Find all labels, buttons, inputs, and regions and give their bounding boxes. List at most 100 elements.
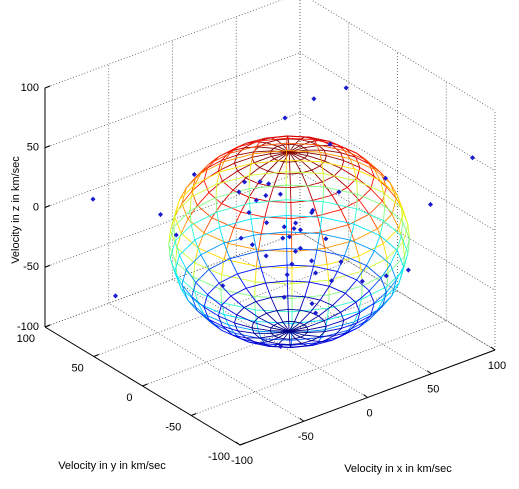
sphere-mesh bbox=[266, 136, 288, 138]
sphere-mesh bbox=[259, 147, 274, 151]
y-axis-label: Velocity in y in km/sec bbox=[58, 460, 166, 472]
tick-mark bbox=[240, 443, 245, 445]
grid-line bbox=[191, 321, 446, 416]
data-point bbox=[113, 293, 118, 298]
grid-line bbox=[300, 53, 495, 171]
tick-mark bbox=[45, 86, 50, 88]
sphere-mesh bbox=[252, 154, 271, 158]
data-point bbox=[239, 236, 244, 241]
data-point bbox=[158, 212, 163, 217]
tick-mark bbox=[143, 384, 148, 386]
sphere-mesh bbox=[387, 242, 403, 272]
data-point bbox=[264, 253, 269, 258]
tick-mark bbox=[94, 355, 99, 357]
data-point bbox=[282, 295, 287, 300]
sphere-mesh bbox=[265, 201, 291, 217]
z-tick-label: 0 bbox=[33, 201, 39, 213]
sphere-mesh bbox=[366, 266, 380, 291]
sphere-mesh bbox=[399, 211, 404, 242]
sphere-mesh bbox=[218, 306, 236, 316]
x-tick-label: 50 bbox=[427, 384, 439, 396]
tick-mark bbox=[427, 371, 431, 374]
sphere-mesh bbox=[309, 282, 329, 300]
grid-line bbox=[300, 0, 495, 111]
data-point bbox=[298, 227, 303, 232]
data-point bbox=[282, 115, 287, 120]
z-axis-label: Velocity in z in km/sec bbox=[10, 156, 22, 264]
sphere-mesh bbox=[249, 183, 274, 197]
grid-line bbox=[45, 53, 300, 148]
data-point bbox=[311, 96, 316, 101]
x-tick-label: -50 bbox=[298, 431, 314, 443]
sphere-mesh bbox=[181, 289, 198, 304]
sphere-mesh bbox=[228, 228, 261, 244]
x-axis-label: Velocity in x in km/sec bbox=[344, 463, 452, 475]
z-tick-label: -100 bbox=[17, 321, 39, 333]
tick-mark bbox=[45, 146, 50, 148]
data-point bbox=[406, 267, 411, 272]
sphere-mesh bbox=[256, 298, 277, 311]
sphere-mesh bbox=[204, 295, 221, 307]
grid-line bbox=[143, 291, 398, 386]
data-point bbox=[90, 197, 95, 202]
sphere-mesh bbox=[179, 188, 186, 204]
data-point bbox=[285, 272, 290, 277]
sphere-mesh bbox=[354, 224, 380, 250]
sphere-mesh bbox=[252, 322, 271, 328]
data-point bbox=[263, 193, 268, 198]
tick-mark bbox=[364, 395, 368, 398]
sphere-mesh bbox=[191, 184, 217, 197]
sphere-mesh bbox=[329, 286, 345, 305]
sphere-mesh bbox=[217, 203, 251, 219]
x-tick-label: 0 bbox=[366, 407, 372, 419]
data-point bbox=[242, 179, 247, 184]
sphere-mesh bbox=[198, 233, 228, 248]
y-tick-label: -100 bbox=[208, 451, 230, 463]
tick-mark bbox=[491, 347, 495, 350]
data-point bbox=[291, 226, 296, 231]
sphere-mesh bbox=[175, 225, 195, 241]
data-point bbox=[280, 236, 285, 241]
data-point bbox=[309, 258, 314, 263]
z-tick-label: -50 bbox=[23, 261, 39, 273]
data-point bbox=[298, 246, 303, 251]
y-tick-label: 50 bbox=[72, 362, 84, 374]
sphere-mesh bbox=[301, 158, 312, 170]
data-point bbox=[344, 85, 349, 90]
data-point bbox=[428, 202, 433, 207]
tick-mark bbox=[45, 265, 50, 267]
sphere-mesh bbox=[348, 214, 369, 240]
sphere-mesh bbox=[300, 310, 310, 323]
sphere-mesh bbox=[177, 276, 195, 291]
data-point bbox=[278, 192, 283, 197]
sphere-mesh bbox=[380, 236, 397, 265]
sphere-mesh bbox=[233, 335, 249, 342]
sphere-mesh bbox=[246, 168, 268, 179]
data-point bbox=[313, 311, 318, 316]
x-tick-label: 100 bbox=[488, 360, 506, 372]
tick-mark bbox=[45, 206, 50, 208]
sphere-mesh bbox=[371, 176, 383, 201]
tick-mark bbox=[300, 418, 304, 421]
z-tick-label: 50 bbox=[27, 142, 39, 154]
sphere-mesh bbox=[350, 240, 374, 266]
data-point bbox=[323, 236, 328, 241]
sphere-mesh bbox=[322, 176, 334, 195]
data-point bbox=[293, 249, 298, 254]
tick-mark bbox=[191, 414, 196, 416]
sphere-mesh bbox=[300, 146, 319, 148]
y-tick-label: 0 bbox=[126, 392, 132, 404]
data-point bbox=[250, 242, 255, 247]
z-tick-label: 100 bbox=[21, 82, 39, 94]
data-point bbox=[293, 220, 298, 225]
y-tick-label: 100 bbox=[17, 333, 35, 345]
sphere-mesh bbox=[197, 193, 221, 206]
y-tick-label: -50 bbox=[165, 421, 181, 433]
sphere-mesh bbox=[307, 182, 322, 200]
data-point bbox=[289, 262, 294, 267]
sphere-mesh bbox=[295, 160, 301, 173]
sphere-mesh bbox=[222, 259, 257, 274]
data-point bbox=[264, 220, 269, 225]
data-point bbox=[309, 301, 314, 306]
